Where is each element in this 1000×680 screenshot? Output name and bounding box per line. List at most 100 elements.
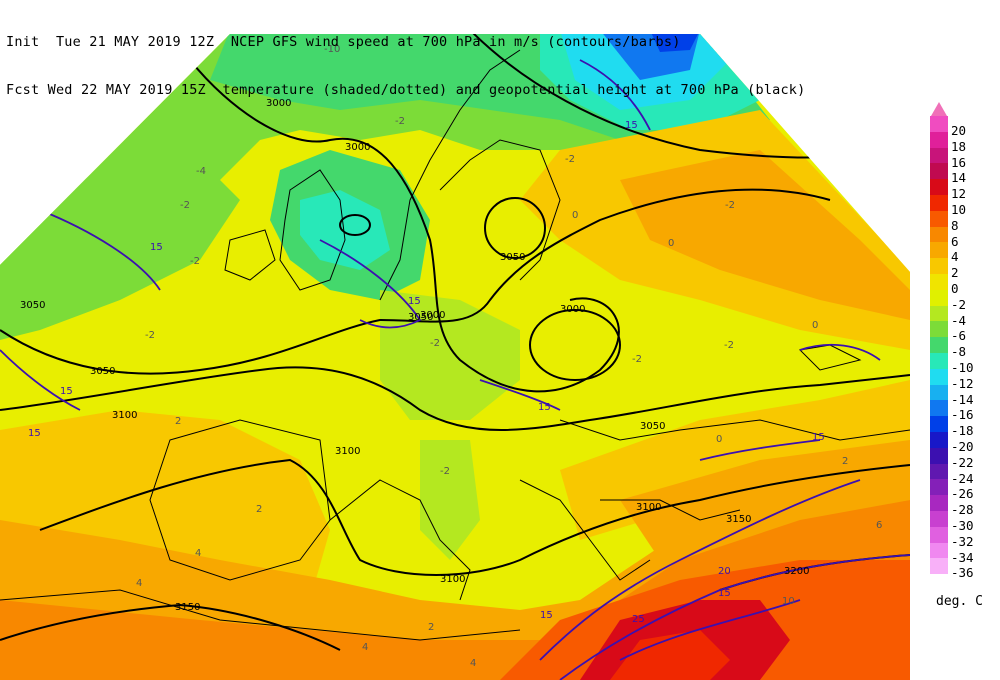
colorbar-swatch xyxy=(930,510,948,527)
temperature-label: 0 xyxy=(668,238,674,249)
colorbar-swatch xyxy=(930,289,948,306)
colorbar-label: -18 xyxy=(951,423,974,439)
wind-label: 15 xyxy=(60,386,73,397)
colorbar-swatch xyxy=(930,463,948,480)
colorbar-label: -26 xyxy=(951,486,974,502)
temperature-label: 6 xyxy=(876,520,882,531)
temperature-label: 10 xyxy=(782,596,795,607)
height-label: 3100 xyxy=(112,410,137,421)
colorbar-level: -20 xyxy=(930,431,990,454)
temperature-label: -2 xyxy=(565,154,575,165)
height-label: 3100 xyxy=(636,502,661,513)
wind-label: 15 xyxy=(408,296,421,307)
colorbar-label: 16 xyxy=(951,154,967,170)
colorbar-level: 0 xyxy=(930,273,990,296)
temperature-label: -2 xyxy=(145,330,155,341)
temperature-label: 4 xyxy=(470,658,476,669)
height-label: 3050 xyxy=(500,252,525,263)
height-label: 3050 xyxy=(90,366,115,377)
colorbar-swatch xyxy=(930,116,948,132)
colorbar-label: -14 xyxy=(951,391,974,407)
colorbar-swatch xyxy=(930,447,948,464)
temperature-label: -10 xyxy=(324,44,340,55)
colorbar-level: -30 xyxy=(930,510,990,533)
colorbar-level: 8 xyxy=(930,210,990,233)
temperature-label: -2 xyxy=(190,256,200,267)
colorbar-level: -36 xyxy=(930,558,990,580)
wind-label: 15 xyxy=(625,120,638,131)
temperature-label: 4 xyxy=(362,642,368,653)
height-label: 3100 xyxy=(440,574,465,585)
colorbar-level: 10 xyxy=(930,194,990,217)
colorbar-level: -22 xyxy=(930,447,990,470)
colorbar-swatch xyxy=(930,526,948,543)
colorbar-swatch xyxy=(930,258,948,274)
wind-label: 20 xyxy=(718,566,731,577)
colorbar-level: -34 xyxy=(930,542,990,565)
colorbar-label: -16 xyxy=(951,407,974,423)
wind-label: 15 xyxy=(150,242,163,253)
colorbar-swatch xyxy=(930,479,948,496)
colorbar-label: -22 xyxy=(951,454,974,470)
temperature-label: -2 xyxy=(725,200,735,211)
colorbar-label: -36 xyxy=(951,565,974,581)
temperature-label: 4 xyxy=(195,548,201,559)
height-label: 3000 xyxy=(560,304,585,315)
temperature-label: 2 xyxy=(842,456,848,467)
height-label: 3100 xyxy=(335,446,360,457)
colorbar-swatch xyxy=(930,542,948,559)
colorbar-level: 2 xyxy=(930,258,990,280)
colorbar-level: -10 xyxy=(930,352,990,375)
colorbar-label: -24 xyxy=(951,470,974,486)
height-label: 3050 xyxy=(640,421,665,432)
colorbar-swatch xyxy=(930,226,948,243)
colorbar-swatch xyxy=(930,273,948,290)
wind-label: 15 xyxy=(540,610,553,621)
temperature-label: 0 xyxy=(572,210,578,221)
colorbar-swatch xyxy=(930,400,948,417)
colorbar-label: -20 xyxy=(951,438,974,454)
colorbar-level: 18 xyxy=(930,131,990,154)
colorbar-swatch xyxy=(930,147,948,164)
wind-label: 15 xyxy=(28,428,41,439)
height-label: 3050 xyxy=(408,312,433,323)
height-label: 3050 xyxy=(20,300,45,311)
temperature-label: -4 xyxy=(196,166,206,177)
temperature-label: 2 xyxy=(175,416,181,427)
colorbar-swatch xyxy=(930,558,948,575)
colorbar-label: 10 xyxy=(951,201,967,217)
colorbar-swatch xyxy=(930,163,948,180)
temperature-label: 2 xyxy=(428,622,434,633)
temperature-label: -2 xyxy=(430,338,440,349)
wind-contours xyxy=(0,59,910,680)
colorbar-level: -8 xyxy=(930,337,990,359)
temperature-label: -2 xyxy=(632,354,642,365)
colorbar-label: 4 xyxy=(951,249,959,265)
map-header: Init Tue 21 MAY 2019 12Z NCEP GFS wind s… xyxy=(6,2,805,114)
height-label: 3000 xyxy=(345,142,370,153)
temperature-label: 4 xyxy=(136,578,142,589)
height-label: 3150 xyxy=(175,602,200,613)
colorbar-swatch xyxy=(930,352,948,369)
colorbar-level: -14 xyxy=(930,384,990,407)
colorbar-swatch xyxy=(930,305,948,322)
temperature-label: -2 xyxy=(724,340,734,351)
height-label: 3000 xyxy=(266,98,291,109)
colorbar-level: -18 xyxy=(930,416,990,438)
temperature-label: 2 xyxy=(256,504,262,515)
colorbar-level: -24 xyxy=(930,463,990,486)
colorbar-swatch xyxy=(930,131,948,148)
colorbar-arrow xyxy=(931,102,947,116)
temperature-label: -2 xyxy=(180,200,190,211)
colorbar-label: -32 xyxy=(951,533,974,549)
height-contours xyxy=(0,34,910,651)
colorbar-level: 20 xyxy=(930,116,990,138)
contour-labels: 3050 3000 3050 3050 3100 3000 3050 3100 … xyxy=(20,44,882,669)
colorbar-swatch xyxy=(930,495,948,511)
colorbar-label: -30 xyxy=(951,517,974,533)
colorbar-level: -4 xyxy=(930,305,990,328)
colorbar-label: -28 xyxy=(951,502,974,518)
colorbar-label: -34 xyxy=(951,549,974,565)
colorbar-swatch xyxy=(930,210,948,227)
